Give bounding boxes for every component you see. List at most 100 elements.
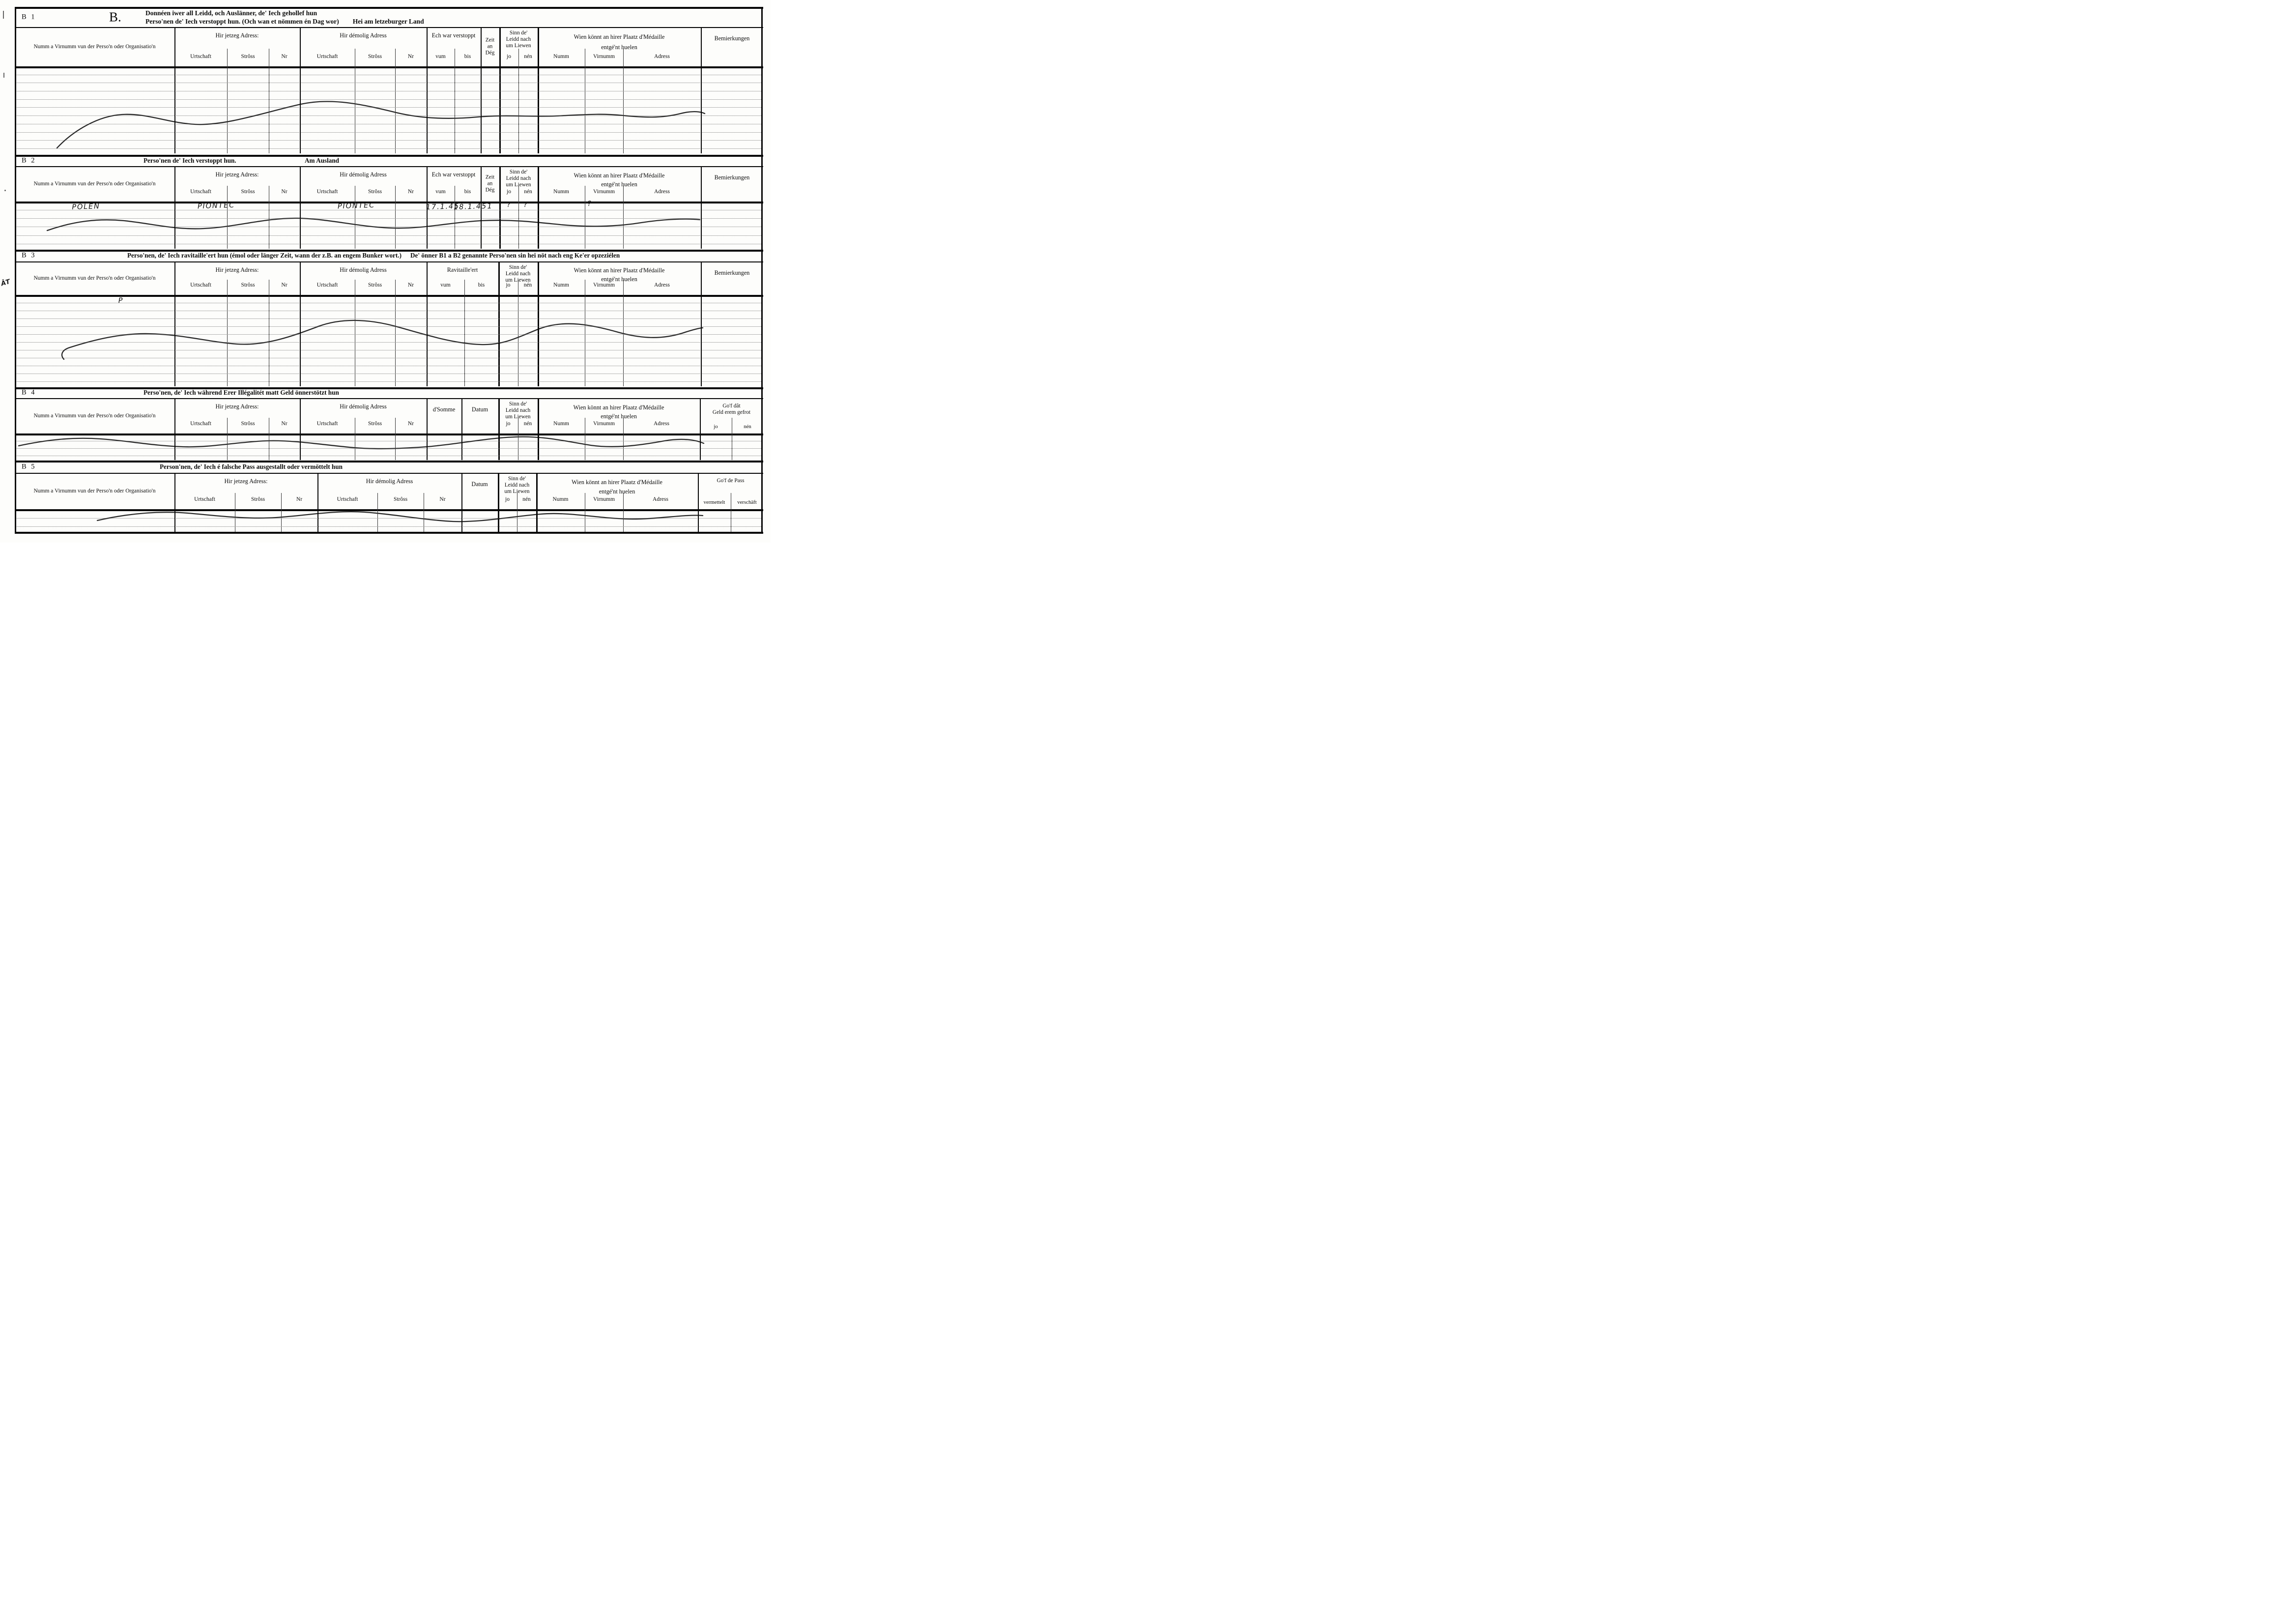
sub-divider-line <box>623 49 624 153</box>
column-divider-line <box>15 7 16 532</box>
rule-line <box>15 155 763 157</box>
ruled-dotted-line <box>17 448 761 449</box>
section-title: Person'nen, de' Iech é falsche Pass ausg… <box>160 462 343 470</box>
sub-column-label: Strôss <box>251 496 265 502</box>
sub-column-label: nén <box>524 54 532 59</box>
col-header-addr: Hir jetzeg Adress: Urtschaft Strôss Nr <box>174 473 317 509</box>
column-label: Datum <box>471 481 488 488</box>
column-label: Bemierkungen <box>714 174 750 181</box>
ruled-dotted-line <box>17 518 761 519</box>
col-header-label: Datum <box>461 473 498 509</box>
ruled-dotted-line <box>17 326 761 327</box>
section-title: Perso'nen, de' Iech während Erer Illégal… <box>144 389 339 396</box>
sub-column-label: Adress <box>654 282 670 288</box>
column-title: entgé'nt huelen <box>601 275 637 283</box>
ruled-dotted-line <box>17 99 761 100</box>
sub-column-label: Strôss <box>241 54 255 59</box>
form-heading-line1: Donnéen iwer all Leidd, och Auslänner, d… <box>145 9 317 17</box>
sub-divider-line <box>227 417 228 460</box>
sub-column-label: Nr <box>407 189 414 195</box>
sub-divider-line <box>227 49 228 153</box>
column-divider-line <box>317 473 318 532</box>
ruled-dotted-line <box>17 526 761 527</box>
column-divider-line <box>174 261 175 386</box>
handwritten-entry-medaille-virnumm: ? <box>587 200 593 208</box>
sub-divider-line <box>623 185 624 249</box>
section-titlebar-3: B 3 Perso'nen, de' Iech ravitaille'ert hu… <box>15 251 763 260</box>
column-title: Ech war verstoppt <box>431 32 476 39</box>
section-titlebar-5: B 5 Person'nen, de' Iech é falsche Pass a… <box>15 462 763 471</box>
scanned-form-page: ÂT B 1 B. Donnéen iwer all Leidd, och Ausl… <box>0 0 771 543</box>
sub-column-label: Nr <box>281 282 287 288</box>
col-header-addr: Hir jetzeg Adress: Urtschaft Strôss Nr <box>174 166 300 202</box>
col-header-alive: Sinn de' Leidd nach um Liewen jo nén <box>498 398 538 433</box>
col-header-name: Numm a Virnumm vun der Perso'n oder Orga… <box>15 27 174 66</box>
sub-column-label: Numm <box>553 189 569 195</box>
sub-divider-line <box>395 417 396 460</box>
margin-handwriting-note: ÂT <box>0 278 12 288</box>
rule-line <box>15 433 763 435</box>
rule-line <box>15 461 763 462</box>
ruled-dotted-line <box>17 140 761 141</box>
section-id: B 5 <box>22 462 36 470</box>
handwritten-entry-liewen-jo: ? <box>506 201 512 209</box>
sub-column-label: Adress <box>654 189 670 195</box>
sub-divider-line <box>395 185 396 249</box>
rule-line <box>15 532 763 534</box>
handwritten-entry-name: P <box>118 296 124 305</box>
col-header-period: Ravitaille'ert vum bis <box>427 261 498 295</box>
sub-column-label: Urtschaft <box>316 282 338 288</box>
form-heading-line2: Perso'nen de' Iech verstoppt hun. (Och w… <box>145 18 339 25</box>
sub-column-label: Numm <box>552 496 569 502</box>
col-header-label: d'Somme <box>427 398 461 433</box>
col-header-medal: Wien könnt an hirer Plaatz d'Médaille ent… <box>538 27 701 66</box>
sub-column-label: Adress <box>653 496 668 502</box>
col-header-alive: Sinn de' Leidd nach um Liewen jo nén <box>498 261 538 295</box>
sub-column-label: jo <box>506 421 511 427</box>
sub-column-label: Strôss <box>241 282 255 288</box>
scan-speckle <box>3 73 4 78</box>
ruled-dotted-line <box>17 381 761 382</box>
sub-column-label: Strôss <box>368 282 382 288</box>
rule-line <box>15 473 763 474</box>
column-label-line: an <box>487 43 493 50</box>
col-header-alive: Sinn de' Leidd nach um Liewen jo nén <box>499 27 538 66</box>
column-divider-line <box>481 166 482 249</box>
sub-column-label: bis <box>478 282 485 288</box>
sub-column-label: Nr <box>281 54 287 59</box>
sub-column-label: Urtschaft <box>337 496 358 502</box>
column-title: Wien könnt an hirer Plaatz d'Médaille <box>574 266 665 274</box>
rule-line <box>15 398 763 400</box>
rule-line <box>15 66 763 68</box>
column-label-line: um Liewen <box>505 414 531 420</box>
sub-column-label: vum <box>435 54 446 59</box>
column-divider-line <box>461 398 462 460</box>
column-label: Numm a Virnumm vun der Perso'n oder Orga… <box>33 488 156 494</box>
sub-column-label: verschäft <box>737 499 757 505</box>
section-title: Perso'nen, de' Iech ravitaille'ert hun (… <box>127 252 402 259</box>
col-header-zeit: Zeit an Dég <box>481 166 499 202</box>
sub-column-label: Adress <box>654 421 669 427</box>
section-titlebar-2: B 2 Perso'nen de' Iech verstoppt hun. Am A… <box>15 156 763 165</box>
column-label: Numm a Virnumm vun der Perso'n oder Orga… <box>33 275 156 281</box>
column-label-line: an <box>487 180 493 187</box>
column-label-line: Leidd nach <box>505 407 531 413</box>
column-label: d'Somme <box>432 406 456 413</box>
sub-column-label: Urtschaft <box>316 421 338 427</box>
sub-column-label: nén <box>524 189 532 195</box>
strikethrough-squiggle-b5 <box>96 511 704 522</box>
sub-column-label: bis <box>464 54 471 59</box>
column-divider-line <box>300 166 301 249</box>
column-label-line: Dég <box>485 50 495 56</box>
sub-column-label: vum <box>440 282 451 288</box>
sub-column-label: Numm <box>553 421 569 427</box>
col-header-name: Numm a Virnumm vun der Perso'n oder Orga… <box>15 261 174 295</box>
sub-column-label: Urtschaft <box>316 189 338 195</box>
sub-column-label: Numm <box>553 282 569 288</box>
column-label-line: Sinn de' <box>509 30 528 36</box>
column-divider-line <box>498 473 499 532</box>
column-divider-line <box>427 398 428 460</box>
sub-column-label: Strôss <box>393 496 408 502</box>
column-divider-line <box>698 473 699 532</box>
rule-line <box>15 295 763 297</box>
